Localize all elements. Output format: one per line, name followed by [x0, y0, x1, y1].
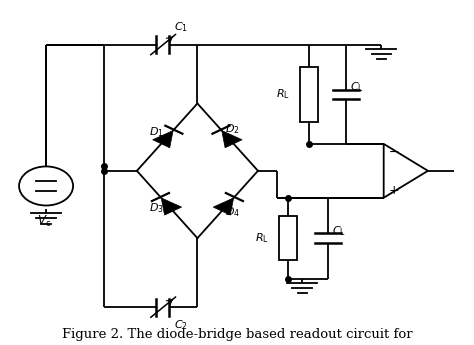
Text: $D_4$: $D_4$ — [225, 206, 240, 219]
Polygon shape — [222, 130, 242, 148]
Text: $C_2$: $C_2$ — [174, 318, 188, 332]
Polygon shape — [153, 130, 173, 148]
Polygon shape — [161, 198, 182, 215]
Bar — [279, 216, 297, 260]
Text: $R_{\rm L}$: $R_{\rm L}$ — [276, 87, 290, 101]
Text: $V_{\rm c}$: $V_{\rm c}$ — [36, 214, 51, 229]
Text: $D_1$: $D_1$ — [149, 125, 164, 139]
Text: $-$: $-$ — [388, 145, 400, 158]
Text: Figure 2. The diode-bridge based readout circuit for: Figure 2. The diode-bridge based readout… — [62, 328, 412, 341]
Bar — [301, 67, 318, 121]
Text: $+$: $+$ — [388, 184, 400, 197]
Polygon shape — [213, 198, 234, 215]
Text: $C_{\rm L}$: $C_{\rm L}$ — [350, 81, 364, 95]
Text: $D_2$: $D_2$ — [225, 122, 239, 136]
Text: $C_{\rm L}$: $C_{\rm L}$ — [331, 225, 346, 238]
Text: $C_1$: $C_1$ — [174, 20, 188, 34]
Text: $R_{\rm L}$: $R_{\rm L}$ — [255, 231, 269, 245]
Text: $D_3$: $D_3$ — [149, 201, 164, 215]
